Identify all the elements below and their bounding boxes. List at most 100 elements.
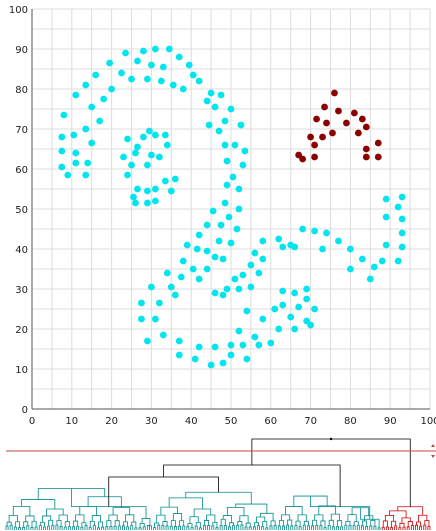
data-point <box>394 203 402 211</box>
data-point <box>231 141 239 149</box>
dendrogram-link <box>9 524 13 530</box>
data-point <box>161 131 169 139</box>
dendrogram-link <box>320 520 326 528</box>
dendrogram-link <box>219 525 223 530</box>
data-point <box>72 91 80 99</box>
dendrogram-link <box>58 514 68 522</box>
dendrogram-link <box>73 520 79 527</box>
data-point <box>311 141 318 149</box>
data-point <box>319 245 326 253</box>
data-point <box>195 77 203 85</box>
data-point <box>108 85 115 93</box>
data-point <box>64 171 72 179</box>
data-point <box>207 361 215 369</box>
dendrogram-link <box>39 521 45 527</box>
data-point <box>128 75 135 83</box>
data-point <box>82 125 90 133</box>
data-point <box>251 333 259 341</box>
data-point <box>235 185 243 193</box>
dendrogram-link <box>125 514 135 523</box>
dendrogram-link <box>195 521 201 528</box>
data-point <box>239 161 247 169</box>
data-point <box>398 229 406 237</box>
x-tick-label: 30 <box>145 416 158 427</box>
data-point <box>319 133 326 141</box>
dendrogram-link <box>362 520 368 527</box>
data-point <box>217 91 225 99</box>
data-point <box>120 153 127 161</box>
data-point <box>144 199 151 207</box>
dendrogram-link <box>269 525 273 530</box>
dendrogram-link <box>361 525 364 530</box>
dendrogram-link <box>75 514 85 523</box>
dendrogram-link <box>72 526 75 530</box>
dendrogram-link <box>237 521 243 526</box>
dendrogram-link <box>48 519 54 527</box>
data-point <box>177 273 185 281</box>
y-tick-label: 100 <box>9 5 28 16</box>
data-point <box>303 295 311 303</box>
data-point <box>251 249 259 257</box>
dendrogram-link <box>80 526 84 530</box>
data-point <box>203 97 211 105</box>
dendrogram-link <box>138 527 142 530</box>
dendrogram-link <box>79 506 97 516</box>
dendrogram-link <box>63 526 67 530</box>
data-point <box>179 85 187 93</box>
data-point <box>307 133 314 141</box>
dendrogram-link <box>117 525 121 530</box>
dendrogram-link <box>256 516 266 523</box>
dendrogram-link <box>207 525 211 530</box>
y-tick-label: 40 <box>15 245 28 256</box>
dendrogram-link <box>163 464 341 507</box>
dendrogram-link <box>179 520 185 527</box>
dendrogram-link <box>30 527 34 530</box>
dendrogram-link <box>297 514 307 522</box>
data-point <box>382 195 390 203</box>
data-point <box>167 283 175 291</box>
data-point <box>189 71 197 79</box>
data-point <box>227 239 235 247</box>
dendrogram-link <box>294 525 298 530</box>
data-point <box>132 149 139 157</box>
data-point <box>215 127 223 135</box>
data-point <box>335 237 342 245</box>
data-point <box>189 265 197 273</box>
data-point <box>350 109 358 117</box>
data-point <box>291 289 299 297</box>
dendrogram-link <box>344 524 348 530</box>
data-point <box>88 103 96 111</box>
data-point <box>191 355 199 363</box>
dendrogram-link <box>398 527 402 530</box>
data-point <box>155 153 163 161</box>
data-point <box>193 245 201 253</box>
data-point <box>219 291 227 299</box>
dendrogram-link <box>353 521 359 526</box>
data-point <box>134 57 141 65</box>
dendrogram-link <box>328 519 334 527</box>
data-point <box>163 141 171 149</box>
dendrogram-link <box>89 520 95 528</box>
data-point <box>295 303 303 311</box>
data-point <box>205 121 213 129</box>
dendrogram-link <box>41 515 52 523</box>
dendrogram-link <box>172 513 183 521</box>
data-point <box>132 199 139 207</box>
y-tick-label: 20 <box>15 325 28 336</box>
dendrogram-link <box>18 527 21 530</box>
data-point <box>151 185 159 193</box>
data-point <box>82 81 90 89</box>
dendrogram-link <box>239 515 249 524</box>
dendrogram-link <box>318 505 336 515</box>
data-point <box>241 147 249 155</box>
dendrogram-link <box>223 525 227 530</box>
data-point <box>148 151 155 159</box>
x-tick-label: 10 <box>65 416 78 427</box>
y-tick-label: 80 <box>15 85 28 96</box>
dendrogram-link <box>365 526 369 530</box>
data-point <box>144 75 151 83</box>
data-point <box>151 315 159 323</box>
dendrogram-link <box>253 522 259 527</box>
data-point <box>347 245 354 253</box>
data-point <box>323 229 330 237</box>
